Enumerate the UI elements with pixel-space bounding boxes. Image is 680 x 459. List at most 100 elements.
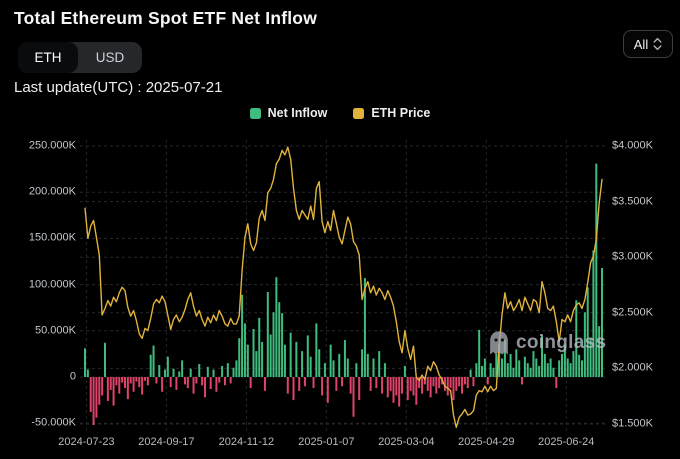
net-inflow-bar-positive	[569, 363, 572, 377]
net-inflow-bar-negative	[89, 377, 92, 413]
net-inflow-bar-negative	[312, 377, 315, 389]
net-inflow-bar-negative	[129, 377, 132, 384]
net-inflow-bar-positive	[498, 344, 501, 377]
net-inflow-bar-negative	[169, 377, 172, 388]
net-inflow-bar-positive	[366, 353, 369, 377]
time-range-value: All	[633, 36, 649, 52]
toggle-eth-button[interactable]: ETH	[18, 42, 78, 73]
net-inflow-bar-negative	[215, 377, 218, 392]
net-inflow-bar-negative	[381, 377, 384, 394]
net-inflow-bar-positive	[575, 300, 578, 377]
net-inflow-bar-positive	[226, 363, 229, 377]
net-inflow-bar-negative	[398, 377, 401, 407]
net-inflow-bar-positive	[501, 358, 504, 377]
net-inflow-bar-negative	[115, 377, 118, 386]
net-inflow-swatch-icon	[249, 107, 261, 119]
net-inflow-bar-positive	[529, 367, 532, 377]
net-inflow-bar-positive	[355, 363, 358, 377]
net-inflow-bar-positive	[323, 363, 326, 377]
net-inflow-bar-negative	[466, 377, 469, 389]
net-inflow-bar-negative	[121, 377, 124, 383]
net-inflow-bar-positive	[163, 369, 166, 377]
net-inflow-bar-negative	[389, 377, 392, 391]
net-inflow-bar-negative	[386, 377, 389, 398]
y-axis-left-tick-label: 150.000K	[28, 231, 76, 244]
net-inflow-bar-positive	[558, 360, 561, 377]
net-inflow-bar-positive	[489, 363, 492, 377]
net-inflow-bar-positive	[561, 353, 564, 377]
net-inflow-bar-negative	[112, 377, 115, 406]
net-inflow-bar-positive	[84, 348, 86, 377]
toggle-usd-button[interactable]: USD	[78, 42, 142, 73]
net-inflow-bar-positive	[318, 349, 321, 377]
net-inflow-bar-positive	[152, 345, 155, 377]
net-inflow-bar-negative	[143, 377, 146, 381]
net-inflow-bar-negative	[146, 377, 149, 386]
y-axis-right-tick-label: $3.500K	[612, 195, 653, 208]
net-inflow-bar-positive	[212, 369, 215, 377]
net-inflow-bar-positive	[338, 353, 341, 377]
net-inflow-bar-negative	[369, 377, 372, 391]
legend-label: ETH Price	[371, 106, 431, 120]
net-inflow-bar-positive	[538, 365, 541, 377]
net-inflow-bar-positive	[492, 367, 495, 377]
net-inflow-bar-negative	[155, 377, 158, 384]
net-inflow-bar-negative	[395, 377, 398, 396]
chart-legend: Net Inflow ETH Price	[0, 106, 680, 120]
net-inflow-bar-negative	[458, 377, 461, 387]
net-inflow-bar-negative	[392, 377, 395, 403]
net-inflow-bar-positive	[343, 340, 346, 377]
net-inflow-bar-negative	[229, 377, 232, 384]
net-inflow-bar-negative	[123, 377, 126, 389]
net-inflow-bar-positive	[503, 340, 506, 377]
net-inflow-bar-negative	[449, 377, 452, 389]
x-axis-tick-label: 2024-09-17	[138, 436, 195, 448]
net-inflow-bar-negative	[335, 377, 338, 391]
net-inflow-bar-negative	[326, 377, 329, 403]
net-inflow-bar-negative	[435, 377, 438, 394]
net-inflow-bar-positive	[372, 358, 375, 377]
x-axis-tick-label: 2025-06-24	[538, 436, 595, 448]
net-inflow-bar-negative	[521, 377, 524, 385]
net-inflow-bar-positive	[346, 358, 349, 377]
net-inflow-bar-positive	[258, 317, 261, 377]
net-inflow-bar-positive	[283, 344, 286, 377]
net-inflow-bar-positive	[309, 356, 312, 377]
net-inflow-bar-positive	[509, 353, 512, 377]
net-inflow-bar-positive	[526, 363, 529, 377]
net-inflow-bar-positive	[103, 342, 106, 377]
net-inflow-bar-negative	[443, 377, 446, 391]
net-inflow-bar-positive	[383, 363, 386, 377]
net-inflow-bar-negative	[98, 377, 101, 405]
net-inflow-bar-negative	[201, 377, 204, 386]
net-inflow-bar-positive	[586, 287, 589, 377]
net-inflow-bar-positive	[181, 360, 184, 377]
legend-item-eth-price[interactable]: ETH Price	[353, 106, 430, 120]
net-inflow-bar-negative	[192, 377, 195, 394]
net-inflow-bar-positive	[246, 344, 249, 377]
net-inflow-bar-positive	[206, 366, 209, 377]
net-inflow-bar-positive	[361, 349, 364, 377]
net-inflow-bar-negative	[186, 377, 189, 389]
net-inflow-bar-positive	[272, 312, 275, 377]
y-axis-right-tick-label: $1.500K	[612, 417, 653, 430]
net-inflow-bar-positive	[281, 313, 284, 377]
net-inflow-bar-positive	[475, 363, 478, 377]
net-inflow-bar-positive	[403, 365, 406, 377]
net-inflow-bar-positive	[552, 367, 555, 377]
net-inflow-bar-negative	[461, 377, 464, 394]
net-inflow-bar-negative	[118, 377, 121, 394]
net-inflow-bar-negative	[486, 377, 489, 385]
net-inflow-bar-positive	[506, 363, 509, 377]
net-inflow-bar-positive	[332, 360, 335, 377]
net-inflow-bar-negative	[352, 377, 355, 417]
y-axis-right-tick-label: $2.000K	[612, 361, 653, 374]
time-range-select[interactable]: All	[623, 30, 673, 58]
net-inflow-bar-negative	[349, 377, 352, 394]
legend-item-net-inflow[interactable]: Net Inflow	[249, 106, 327, 120]
net-inflow-bar-positive	[572, 351, 575, 377]
y-axis-left-tick-label: 50.000K	[35, 324, 76, 337]
net-inflow-bar-positive	[198, 364, 201, 377]
net-inflow-bar-negative	[358, 377, 361, 401]
